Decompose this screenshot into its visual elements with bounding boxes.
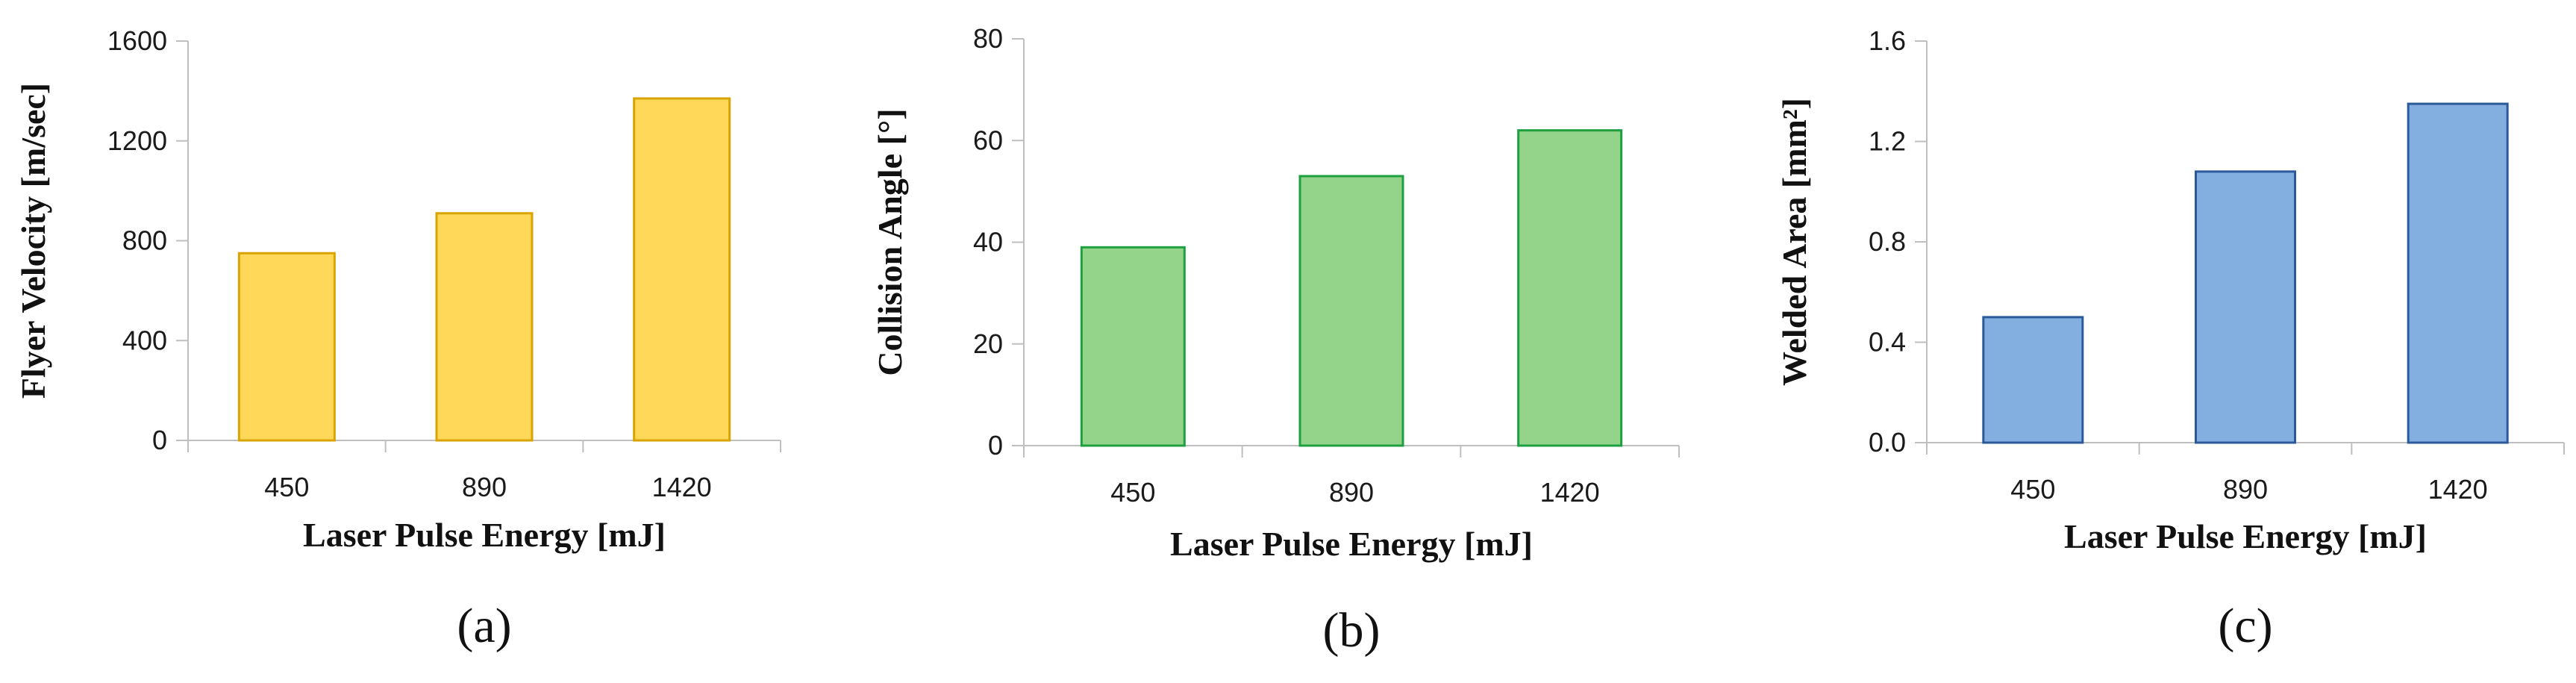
- y-tick-label: 80: [973, 23, 1003, 54]
- bar: [633, 97, 731, 442]
- panel-label: (b): [1323, 603, 1381, 658]
- bar: [1298, 175, 1404, 447]
- y-axis-title: Collision Angle [°]: [871, 108, 909, 375]
- x-axis-title: Laser Pulse Energy [mJ]: [303, 516, 666, 554]
- panel-label: (c): [2218, 599, 2272, 653]
- y-tick-label: 0.0: [1869, 427, 1906, 458]
- bar: [1080, 246, 1186, 447]
- y-tick-label: 20: [973, 328, 1003, 359]
- x-tick-label: 450: [1110, 477, 1155, 508]
- x-tick-label: 450: [264, 472, 309, 502]
- x-tick-label: 1420: [1540, 477, 1600, 508]
- y-tick-label: 0.4: [1869, 327, 1906, 358]
- bar: [237, 252, 336, 442]
- y-axis-title: Flyer Velocity [m/sec]: [14, 83, 52, 399]
- x-tick-label: 890: [1329, 477, 1374, 508]
- x-tick-label: 450: [2010, 474, 2055, 505]
- y-tick-label: 0: [988, 430, 1003, 461]
- x-tick-label: 1420: [652, 472, 712, 502]
- y-tick-label: 60: [973, 125, 1003, 155]
- x-axis-title: Laser Pulse Energy [mJ]: [1170, 525, 1533, 563]
- x-tick-label: 890: [462, 472, 507, 502]
- y-tick-label: 1.2: [1869, 126, 1906, 157]
- y-tick-label: 40: [973, 227, 1003, 258]
- bar: [1517, 129, 1623, 447]
- x-tick-label: 1420: [2428, 474, 2488, 505]
- bar: [1982, 316, 2084, 444]
- y-tick-label: 800: [122, 225, 167, 256]
- chart-panel-1: 0 400 800 1200 1600 450 890 1420 Laser Pulse Ene…: [14, 25, 781, 653]
- y-axis-title: Welded Area [mm²]: [1775, 98, 1813, 386]
- panel-label: (a): [457, 599, 511, 653]
- y-tick-label: 400: [122, 325, 167, 355]
- y-tick-label: 1200: [107, 125, 167, 156]
- y-tick-label: 1.6: [1869, 25, 1906, 56]
- y-tick-label: 0: [152, 425, 167, 455]
- y-tick-label: 1600: [107, 25, 167, 56]
- x-axis-title: Laser Pulse Energy [mJ]: [2064, 517, 2427, 555]
- bar: [435, 212, 534, 442]
- x-tick-label: 890: [2223, 474, 2268, 505]
- bar: [2407, 102, 2509, 444]
- y-tick-label: 0.8: [1869, 226, 1906, 257]
- bar: [2195, 170, 2296, 444]
